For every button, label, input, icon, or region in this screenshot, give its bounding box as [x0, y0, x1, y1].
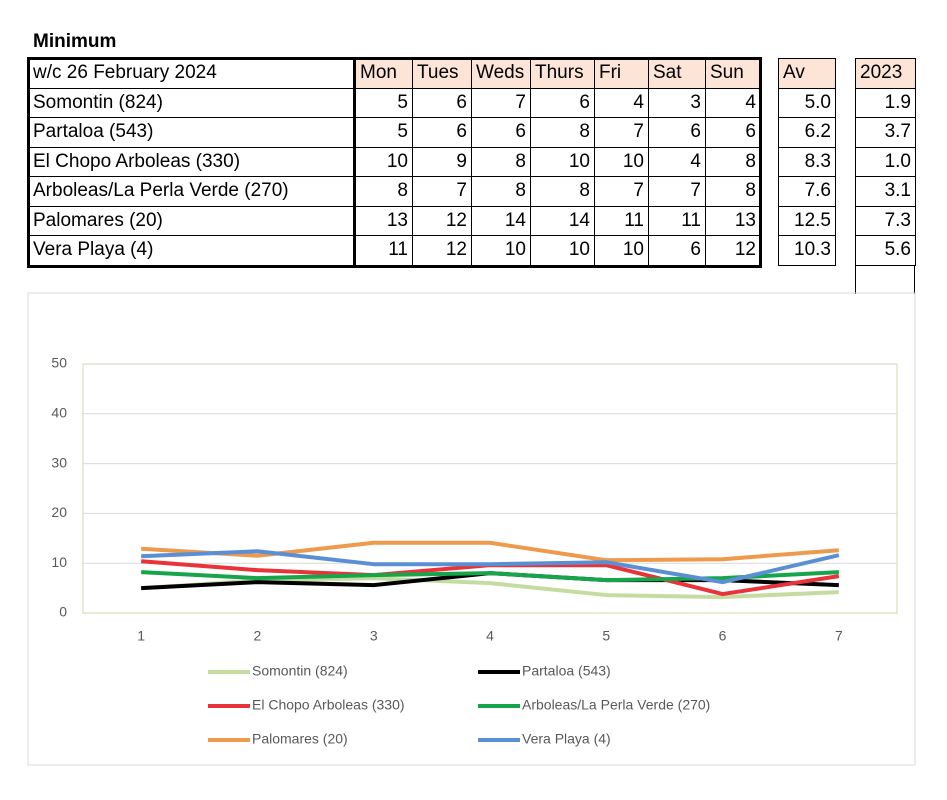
empty-cell [855, 266, 915, 294]
x-tick-label: 5 [602, 628, 610, 644]
legend-label: El Chopo Arboleas (330) [252, 697, 405, 713]
x-tick-label: 7 [835, 628, 843, 644]
y-tick-label: 20 [51, 504, 67, 520]
legend-label: Arboleas/La Perla Verde (270) [522, 697, 710, 713]
x-tick-label: 6 [719, 628, 727, 644]
series-line [141, 570, 839, 583]
y-tick-label: 10 [51, 554, 67, 570]
series-line [141, 540, 840, 563]
x-tick-label: 2 [254, 628, 262, 644]
table-cell: 5.6 [855, 235, 916, 266]
x-tick-label: 4 [486, 628, 494, 644]
y-tick-label: 30 [51, 454, 67, 470]
legend-label: Partaloa (543) [522, 663, 611, 679]
y-tick-label: 50 [51, 355, 67, 371]
header-cell: 2023 [855, 58, 916, 89]
y-tick-label: 40 [51, 405, 67, 421]
legend-label: Palomares (20) [252, 731, 348, 747]
header-cell: Sun [705, 58, 761, 89]
chart-border [27, 292, 916, 766]
x-tick-label: 3 [370, 628, 378, 644]
table-cell: 10.3 [778, 235, 836, 266]
title: Minimum [33, 31, 117, 52]
header-cell: Thurs [530, 58, 595, 89]
legend-label: Somontin (824) [252, 663, 348, 679]
plot-area [82, 363, 898, 614]
x-tick-label: 1 [137, 628, 145, 644]
y-tick-label: 0 [59, 604, 67, 620]
divider [353, 57, 356, 268]
legend-label: Vera Playa (4) [522, 731, 611, 747]
series-line [141, 549, 840, 585]
